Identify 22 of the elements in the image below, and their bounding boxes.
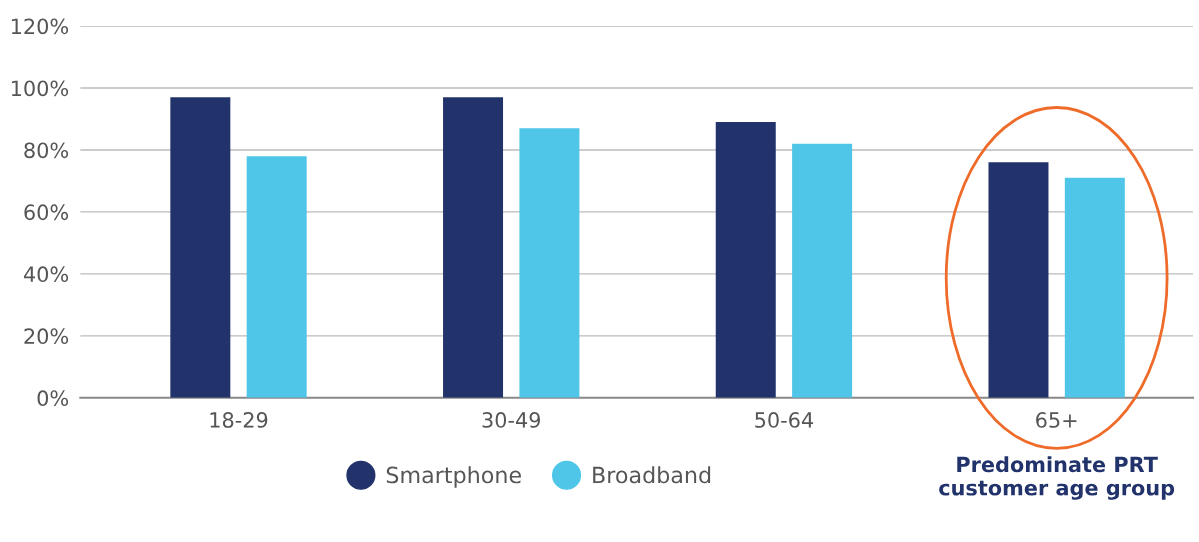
x-tick-label: 65+	[1036, 412, 1077, 428]
y-tick-label: 40%	[23, 266, 69, 283]
y-tick-label: 120%	[11, 18, 69, 35]
text: Predominate PRT customer age group	[939, 456, 1175, 500]
bar	[246, 156, 307, 398]
legend-label: Broadband	[593, 466, 711, 484]
y-tick-label: 20%	[24, 328, 69, 345]
x-tick-label: 30-49	[482, 412, 541, 428]
bar	[170, 97, 231, 398]
bar	[1064, 177, 1125, 398]
y-tick-label: 80%	[24, 142, 69, 159]
y-tick-label: 0%	[37, 390, 69, 407]
bar	[792, 143, 853, 398]
bar	[715, 122, 776, 398]
x-tick-label: 18-29	[210, 412, 268, 428]
y-tick-label: 60%	[24, 204, 69, 221]
bar	[443, 97, 504, 398]
y-tick-label: 100%	[11, 80, 69, 97]
legend-label: Smartphone	[386, 466, 521, 488]
bar	[519, 128, 580, 398]
x-tick-label: 50-64	[755, 412, 814, 428]
bar	[988, 162, 1049, 398]
